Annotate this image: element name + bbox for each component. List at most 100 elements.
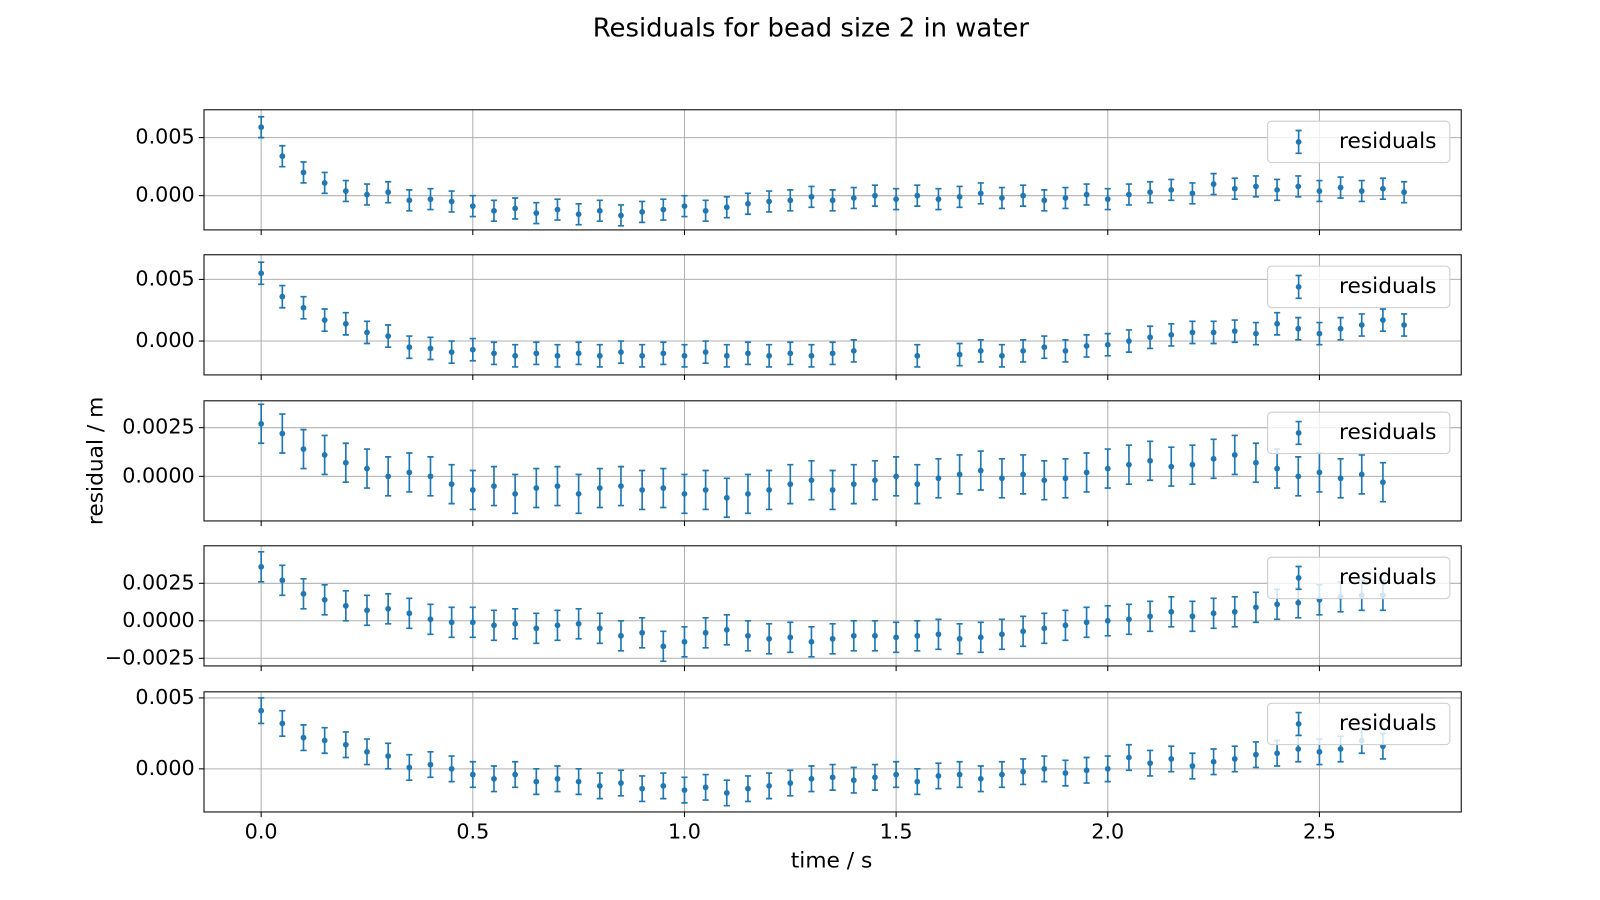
axes-frame [203, 254, 1462, 376]
data-point [364, 748, 370, 755]
data-point [1104, 196, 1111, 203]
data-point [1337, 746, 1344, 752]
data-point [1083, 619, 1090, 626]
data-point [533, 485, 540, 491]
x-tick-label: 2.0 [1091, 820, 1124, 844]
legend-box [1267, 702, 1451, 746]
data-point [723, 790, 730, 796]
data-point [1147, 613, 1153, 620]
data-point [999, 631, 1005, 638]
data-point [1295, 599, 1302, 606]
data-point [1189, 329, 1196, 336]
data-point [364, 607, 370, 614]
data-point [618, 349, 624, 356]
data-point [1083, 191, 1090, 198]
data-point [1168, 756, 1175, 762]
data-point [850, 195, 857, 201]
data-point [300, 446, 307, 452]
data-point [575, 490, 582, 497]
data-point [427, 196, 434, 203]
data-point [300, 590, 307, 597]
data-point [639, 785, 646, 792]
data-point [258, 707, 265, 714]
y-tick-label: 0.005 [135, 125, 194, 149]
data-point [745, 350, 751, 357]
legend-icon-dot [1295, 430, 1302, 436]
data-point [1401, 189, 1407, 196]
data-point [575, 778, 582, 785]
data-point [639, 352, 646, 359]
data-point [808, 775, 815, 782]
data-point [829, 487, 836, 493]
data-point [300, 734, 307, 741]
data-point [279, 153, 286, 160]
data-point [554, 206, 561, 213]
data-point [618, 632, 624, 639]
y-tick-label: −0.0025 [105, 645, 195, 669]
data-point [1358, 188, 1365, 194]
data-point [681, 203, 688, 210]
data-point [448, 349, 455, 356]
legend-box [1267, 411, 1451, 455]
data-point [1168, 186, 1175, 193]
data-point [1380, 317, 1386, 323]
data-point [491, 622, 497, 629]
data-point [512, 620, 519, 627]
data-point [1189, 763, 1196, 769]
data-point [1062, 475, 1069, 482]
data-point [914, 632, 921, 639]
data-point [935, 196, 942, 203]
data-point [914, 352, 921, 359]
data-point [999, 771, 1005, 778]
data-point [999, 195, 1005, 201]
data-point [872, 632, 878, 639]
data-point [1316, 469, 1323, 476]
data-point [1104, 341, 1111, 348]
data-point [533, 350, 540, 357]
data-point [808, 477, 815, 484]
data-point [385, 753, 392, 759]
data-point [893, 196, 900, 203]
data-point [1295, 746, 1302, 752]
data-point [1168, 331, 1175, 338]
data-point [1189, 461, 1196, 468]
y-tick-label: 0.000 [135, 756, 194, 780]
data-point [1210, 329, 1217, 336]
data-point [808, 193, 815, 200]
data-point [745, 490, 751, 497]
data-point [787, 197, 794, 204]
data-point [977, 634, 984, 641]
data-point [575, 620, 582, 627]
data-point [1295, 183, 1302, 190]
data-point [1274, 750, 1280, 757]
legend-box [1267, 556, 1451, 600]
data-point [935, 475, 942, 482]
data-point [1020, 192, 1027, 199]
data-point [956, 351, 963, 358]
data-point [385, 333, 392, 339]
data-point [723, 204, 730, 211]
data-point [787, 350, 794, 357]
data-point [977, 775, 984, 782]
data-point [1147, 760, 1153, 767]
data-point [342, 459, 349, 466]
axes-frame [203, 109, 1462, 231]
data-point [1083, 767, 1090, 774]
data-point [977, 347, 984, 354]
data-point [300, 169, 307, 176]
data-point [406, 197, 413, 204]
data-point [618, 483, 624, 489]
data-point [766, 782, 773, 789]
data-point [258, 420, 265, 427]
data-point [342, 741, 349, 748]
data-point [427, 345, 434, 352]
data-point [596, 485, 603, 491]
data-point [1168, 608, 1175, 615]
data-point [533, 210, 540, 216]
plot-area [258, 550, 1387, 663]
data-point [660, 782, 667, 789]
data-point [1147, 457, 1153, 464]
data-point [554, 352, 561, 359]
data-point [427, 761, 434, 768]
